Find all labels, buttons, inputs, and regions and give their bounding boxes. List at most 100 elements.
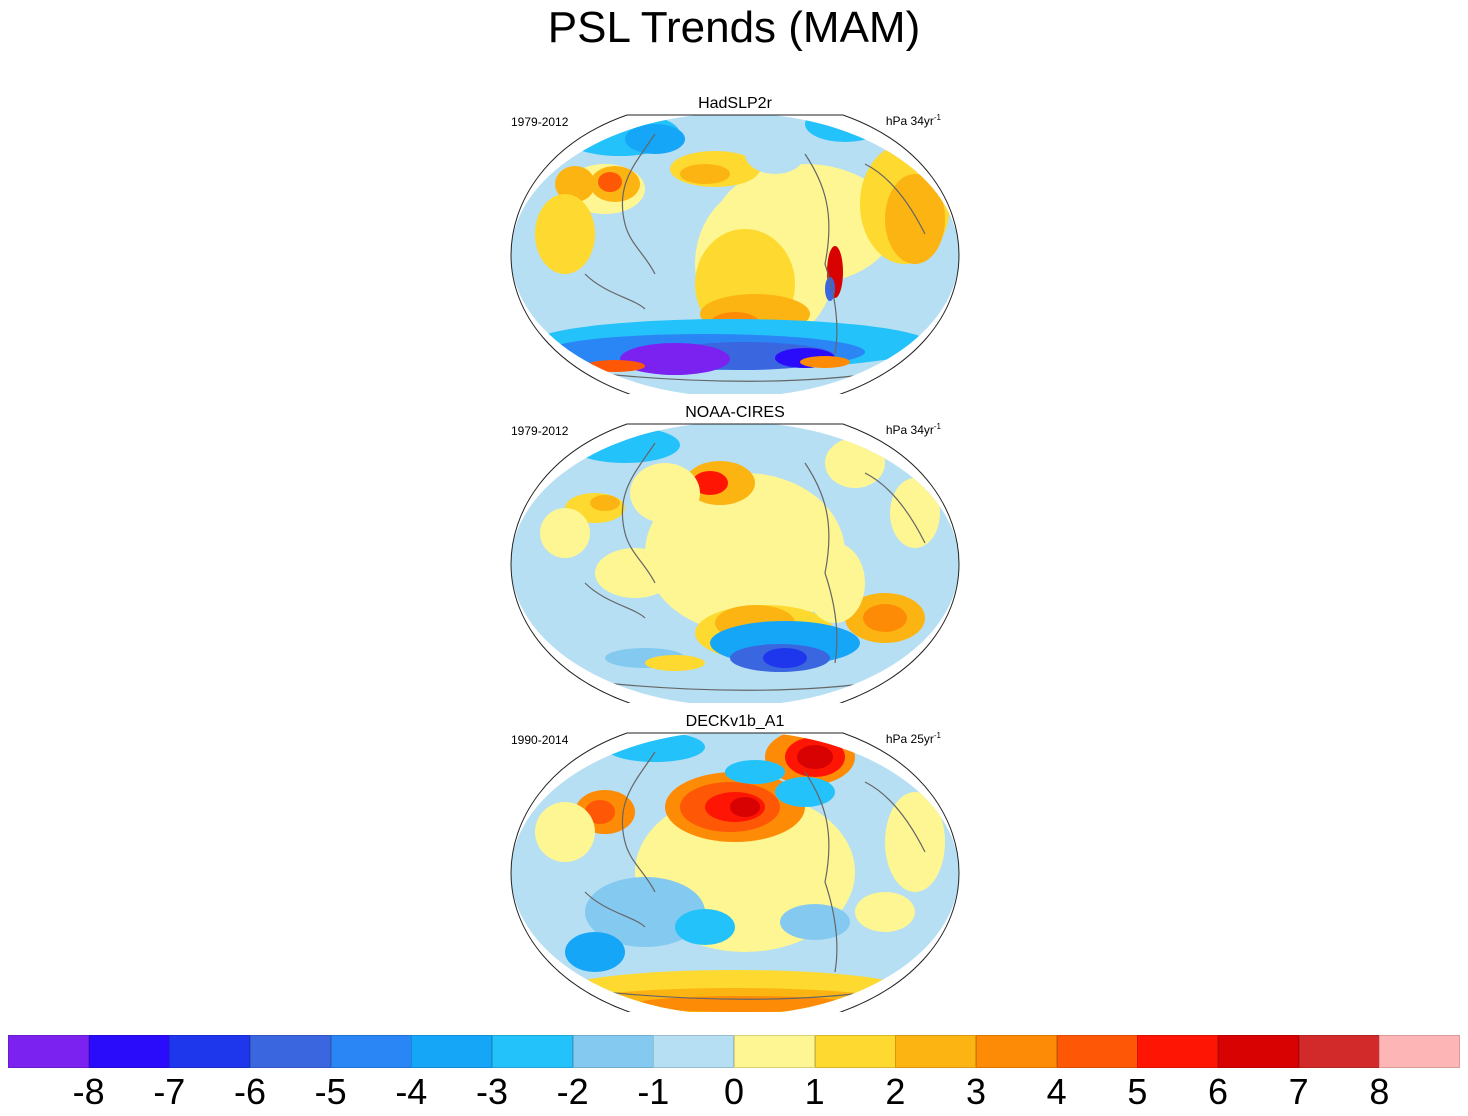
colorbar-box: [250, 1035, 332, 1068]
map-panel-hadslp2r: HadSLP2r 1979-2012 hPa 34yr-1: [505, 94, 965, 394]
colorbar-box: [1298, 1035, 1380, 1068]
contour-region: [745, 134, 805, 174]
contour-region: [725, 760, 785, 784]
contour-region: [825, 438, 885, 488]
coastline: [864, 163, 926, 235]
contour-region: [555, 166, 595, 202]
contour-region: [692, 471, 728, 495]
contour-region: [605, 732, 705, 762]
map-noaa-cires: [510, 423, 960, 703]
colorbar: [8, 1035, 1461, 1068]
map-outline: [510, 114, 960, 394]
panel-title: NOAA-CIRES: [685, 404, 785, 421]
coastline: [804, 153, 838, 355]
contour-region: [763, 648, 807, 668]
coastline: [864, 472, 926, 544]
panel-units: hPa 34yr-1: [885, 422, 941, 437]
contour-region: [585, 800, 615, 824]
map-outline: [510, 732, 960, 1012]
contour-region: [825, 277, 835, 301]
contour-region: [797, 745, 833, 769]
coastline: [584, 273, 646, 310]
contour-region: [635, 996, 855, 1012]
colorbar-tick-label: 4: [1046, 1071, 1067, 1112]
contour-region: [570, 427, 680, 463]
colorbar-box: [1379, 1035, 1461, 1068]
contour-region: [535, 194, 595, 274]
coastline: [621, 133, 656, 275]
contour-region: [775, 777, 835, 807]
colorbar-box: [169, 1035, 251, 1068]
map-outline: [510, 423, 960, 703]
colorbar-box: [411, 1035, 493, 1068]
colorbar-tick-label: 8: [1369, 1071, 1390, 1112]
coastline: [584, 891, 646, 928]
colorbar-box: [88, 1035, 170, 1068]
colorbar-tick-label: 7: [1288, 1071, 1309, 1112]
contour-region: [855, 892, 915, 932]
colorbar-tick-label: -5: [314, 1071, 347, 1112]
coastline: [864, 781, 926, 853]
contour-region: [863, 604, 907, 632]
colorbar-box: [492, 1035, 574, 1068]
contour-region: [540, 508, 590, 558]
colorbar-box: [734, 1035, 816, 1068]
colorbar-box: [8, 1035, 90, 1068]
colorbar-tick-label: 1: [804, 1071, 825, 1112]
map-panel-noaa-cires: NOAA-CIRES 1979-2012 hPa 34yr-1: [505, 403, 965, 703]
panel-years: 1979-2012: [511, 115, 569, 129]
coastline: [804, 462, 838, 664]
contour-region: [645, 473, 845, 633]
contour-region: [590, 495, 620, 511]
panel-units: hPa 34yr-1: [885, 113, 941, 128]
colorbar-box: [330, 1035, 412, 1068]
contour-region: [535, 802, 595, 862]
contour-region: [805, 543, 865, 623]
contour-region: [630, 463, 700, 523]
colorbar-tick-label: -3: [475, 1071, 508, 1112]
colorbar-tick-label: 2: [885, 1071, 906, 1112]
contour-region: [620, 343, 730, 375]
figure-title: PSL Trends (MAM): [547, 3, 921, 52]
colorbar-box: [1056, 1035, 1138, 1068]
panel-years: 1990-2014: [511, 733, 569, 747]
colorbar-tick-label: -2: [556, 1071, 589, 1112]
colorbar-box: [814, 1035, 896, 1068]
colorbar-box: [976, 1035, 1058, 1068]
contour-region: [800, 356, 850, 368]
colorbar-tick-label: 5: [1127, 1071, 1148, 1112]
contour-region: [680, 164, 730, 184]
contour-region: [885, 174, 945, 264]
coastline: [621, 442, 656, 584]
contour-region: [595, 548, 675, 598]
colorbar-tick-label: -1: [637, 1071, 670, 1112]
colorbar-box: [572, 1035, 654, 1068]
contour-region: [675, 909, 735, 945]
contour-region: [598, 172, 622, 192]
contour-region: [890, 478, 940, 548]
colorbar-box: [1137, 1035, 1219, 1068]
colorbar-tick-label: 6: [1207, 1071, 1229, 1112]
colorbar-box: [653, 1035, 735, 1068]
panel-years: 1979-2012: [511, 424, 569, 438]
contour-region: [780, 904, 850, 940]
contour-region: [585, 360, 645, 372]
coastline: [621, 751, 656, 893]
map-deckv1b-a1: [510, 731, 960, 1012]
colorbar-tick-label: -6: [233, 1071, 266, 1112]
contour-region: [645, 655, 705, 671]
colorbar-tick-label: -7: [153, 1071, 186, 1112]
contour-region: [730, 797, 760, 817]
colorbar-tick-label: -8: [72, 1071, 105, 1112]
colorbar-box: [1218, 1035, 1300, 1068]
panel-title: HadSLP2r: [698, 95, 772, 112]
panel-units: hPa 25yr-1: [885, 731, 941, 746]
panel-title: DECKv1b_A1: [685, 713, 785, 730]
map-panel-deckv1b-a1: DECKv1b_A1 1990-2014 hPa 25yr-1: [505, 712, 965, 1012]
colorbar-tick-label: 0: [723, 1071, 745, 1112]
colorbar-tick-label: 3: [965, 1071, 987, 1112]
contour-region: [885, 792, 945, 892]
contour-region: [565, 932, 625, 972]
contour-region: [585, 877, 705, 947]
map-hadslp2r: [510, 113, 960, 394]
